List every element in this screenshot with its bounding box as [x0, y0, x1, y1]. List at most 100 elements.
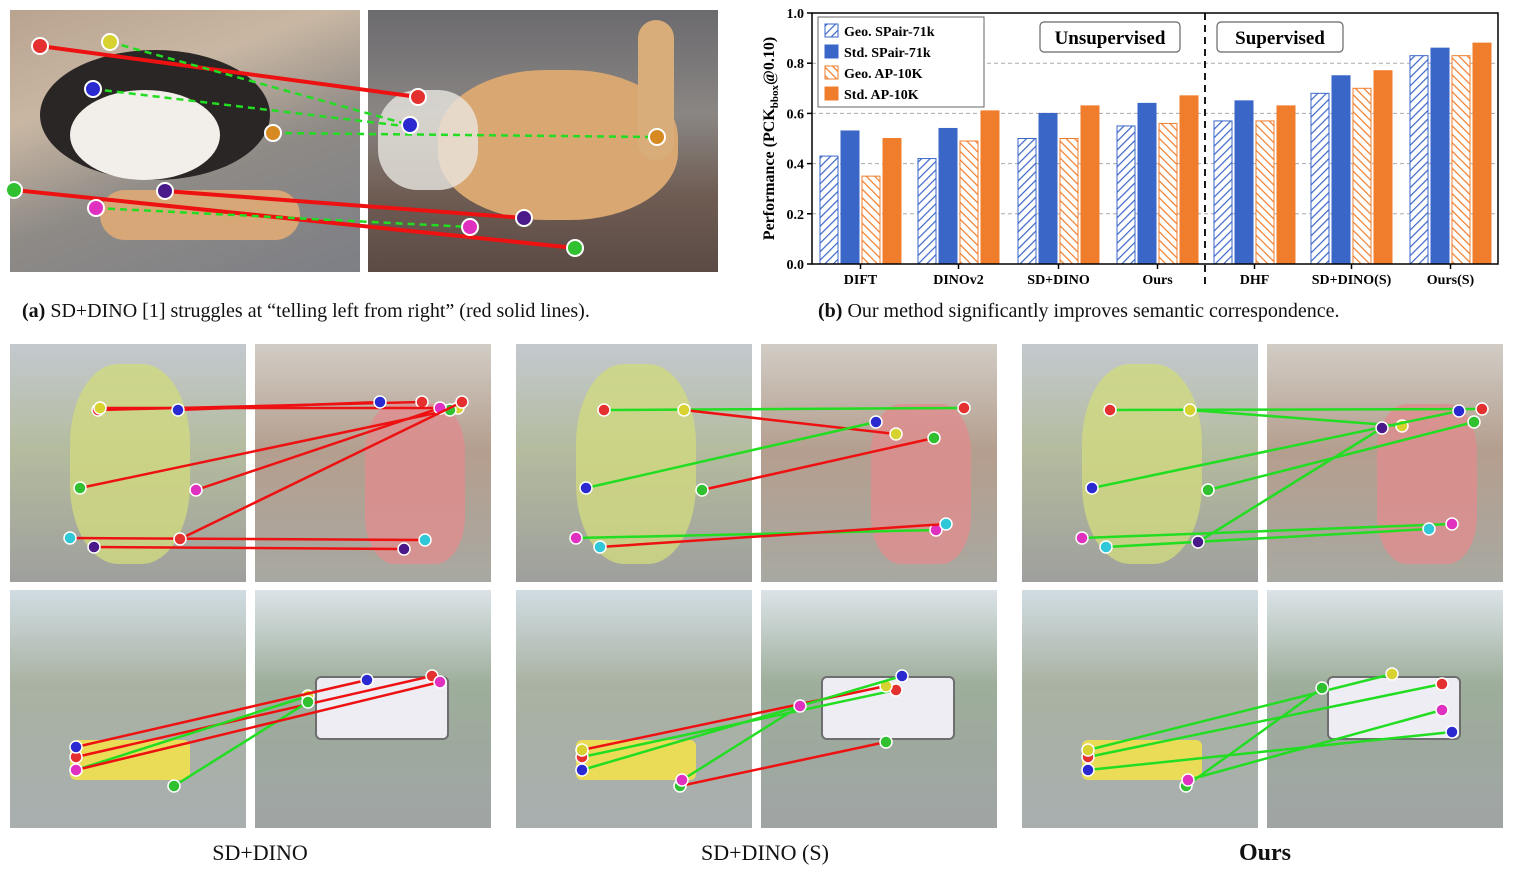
keypoint [675, 773, 689, 787]
keypoint [1081, 743, 1095, 757]
keypoint [1103, 403, 1117, 417]
wrong-match-line [93, 545, 405, 551]
keypoint [156, 182, 174, 200]
bar [1158, 122, 1178, 265]
keypoint [648, 128, 666, 146]
wrong-match-line [683, 408, 897, 436]
bar [1451, 55, 1471, 265]
keypoint [1435, 677, 1449, 691]
legend-label: Geo. SPair-71k [844, 25, 935, 40]
y-tick-label: 0.8 [787, 57, 805, 72]
keypoint [5, 181, 23, 199]
keypoint [189, 483, 203, 497]
keypoint [373, 395, 387, 409]
keypoint [433, 675, 447, 689]
bar [840, 130, 860, 265]
wrong-match-line [177, 400, 381, 412]
correct-match-line [1081, 522, 1453, 540]
subject-shape [1082, 364, 1202, 564]
match-line-overlay [575, 669, 909, 793]
bar [980, 110, 1000, 265]
caption-b-text: Our method significantly improves semant… [847, 300, 1340, 322]
match-line-overlay [63, 395, 469, 556]
bar [1179, 95, 1199, 265]
cyclist-image [516, 344, 752, 582]
wrong-match-line [69, 536, 426, 542]
yellow-bus-image [516, 590, 752, 828]
wrong-match-line [75, 680, 441, 772]
keypoint [171, 403, 185, 417]
caption-a-text: SD+DINO [1] struggles at “telling left f… [50, 300, 590, 322]
correct-match-line [1109, 407, 1483, 412]
bar [1430, 47, 1450, 265]
keypoint [1099, 540, 1113, 554]
keypoint [579, 481, 593, 495]
keypoint [397, 542, 411, 556]
correct-match-line [585, 420, 877, 490]
pck-bar-chart: 0.0 0.2 0.4 0.6 0.8 1.0 Performance (PCKbbox@0… [761, 7, 1499, 288]
annotation-box [1216, 21, 1344, 53]
bar [1472, 42, 1492, 265]
y-tick-label: 0.2 [787, 208, 805, 223]
x-tick-label: Ours(S) [1427, 273, 1475, 288]
keypoint [69, 740, 83, 754]
correct-match-line [1105, 527, 1430, 549]
correct-match-line [1087, 730, 1453, 772]
bar [1059, 138, 1079, 265]
legend-box [817, 16, 985, 108]
keypoint [167, 779, 181, 793]
wrong-match-line [679, 740, 887, 788]
keypoint [93, 401, 107, 415]
y-tick-label: 0.4 [787, 158, 805, 173]
keypoint [73, 481, 87, 495]
cat-image-right [368, 10, 718, 272]
wrong-match-line [195, 406, 441, 492]
match-line-overlay [1081, 667, 1459, 793]
wrong-match-line [79, 408, 451, 490]
method-label-sd-dino-s: SD+DINO (S) [701, 840, 829, 865]
x-tick-label: DINOv2 [933, 273, 984, 288]
legend-swatch [824, 86, 839, 101]
y-tick-label: 0.0 [787, 258, 805, 273]
legend-swatch [824, 65, 839, 80]
annotation-label: Supervised [1235, 28, 1325, 49]
cyclist-image [10, 344, 246, 582]
keypoint [1445, 517, 1459, 531]
keypoint [1201, 483, 1215, 497]
bar [861, 175, 881, 265]
cat-correspondence-overlay [5, 33, 666, 257]
keypoint [1315, 681, 1329, 695]
plot-frame [811, 12, 1499, 265]
bar [1409, 55, 1429, 265]
method-label-ours: Ours [1238, 840, 1291, 866]
caption-a-tag: (a) [22, 300, 46, 322]
keypoint [301, 695, 315, 709]
bar [917, 158, 937, 265]
keypoint [1452, 404, 1466, 418]
keypoint [1435, 703, 1449, 717]
x-tick-label: SD+DINO [1027, 273, 1090, 288]
correct-match-line [1187, 708, 1443, 782]
match-line-overlay [1075, 402, 1489, 554]
keypoint [360, 673, 374, 687]
correct-match-line [1197, 426, 1383, 544]
bar [1255, 120, 1275, 265]
correct-match-line [173, 700, 309, 788]
bar [819, 155, 839, 265]
bar [1116, 125, 1136, 265]
bar [938, 127, 958, 265]
bar [1080, 105, 1100, 265]
keypoint [1422, 522, 1436, 536]
subject-shape [70, 364, 190, 564]
keypoint [1191, 535, 1205, 549]
keypoint [409, 88, 427, 106]
keypoint [879, 735, 893, 749]
correct-match-line [272, 131, 658, 139]
keypoint [677, 403, 691, 417]
correct-match-line [1207, 420, 1475, 492]
keypoint [1375, 421, 1389, 435]
bar [1213, 120, 1233, 265]
match-line-overlay [569, 401, 971, 554]
annotation-box [1039, 21, 1181, 53]
keypoint [566, 239, 584, 257]
